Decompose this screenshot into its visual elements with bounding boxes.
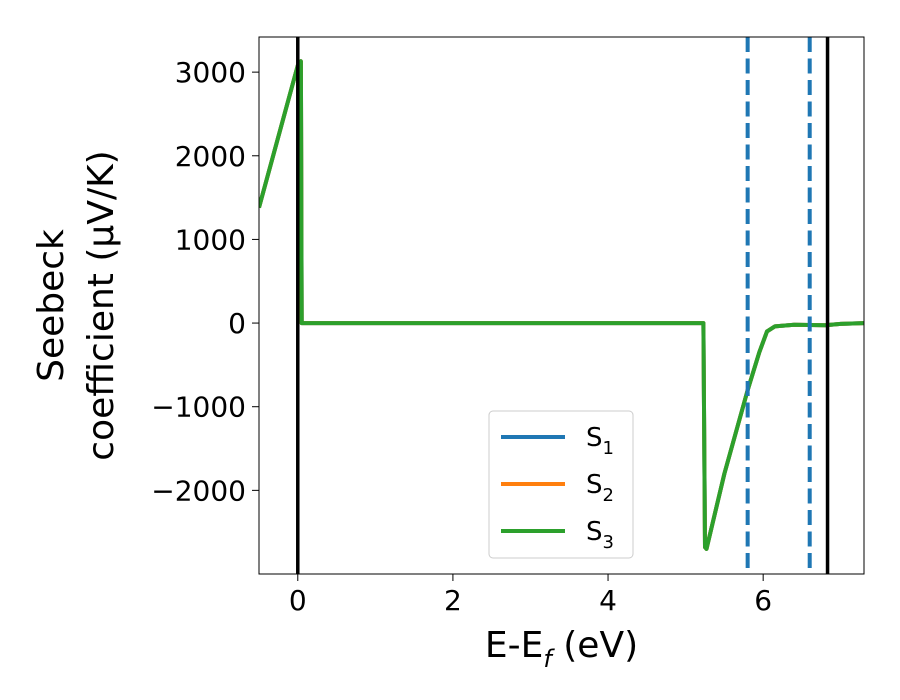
- x-tick-label: 4: [599, 584, 617, 617]
- x-tick-label: 6: [754, 584, 772, 617]
- x-axis-title-unit: (eV): [552, 625, 638, 666]
- y-tick-label: 2000: [175, 140, 246, 173]
- y-tick-label: −1000: [151, 391, 246, 424]
- legend-label-sub: 3: [603, 532, 614, 553]
- x-axis-title-main: E-E: [485, 625, 543, 666]
- legend-label-sub: 1: [603, 438, 614, 459]
- legend-label-main: S: [586, 517, 603, 547]
- series-line-3: [259, 59, 864, 551]
- legend-label-2: S2: [586, 470, 614, 506]
- legend-label-3: S3: [586, 517, 614, 553]
- y-axis-title-line2: coefficient (μV/K): [81, 150, 122, 460]
- y-tick-label: −2000: [151, 474, 246, 507]
- y-tick-label: 3000: [175, 56, 246, 89]
- plot-frame: [258, 36, 865, 575]
- y-axis-title-line1: Seebeck: [31, 229, 72, 382]
- legend-label-main: S: [586, 470, 603, 500]
- legend-label-sub: 2: [603, 485, 614, 506]
- y-tick-label: 0: [228, 307, 246, 340]
- x-tick-label: 2: [444, 584, 462, 617]
- axis-ticks: 0 2 4 6 −2000 −1000 0 1000 2000 3000: [151, 56, 772, 617]
- x-axis-title: E-Ef (eV): [485, 625, 638, 673]
- x-tick-label: 0: [289, 584, 307, 617]
- y-tick-label: 1000: [175, 223, 246, 256]
- vertical-lines: [296, 37, 830, 574]
- plot-area: [259, 59, 864, 551]
- legend-label-main: S: [586, 423, 603, 453]
- legend-label-1: S1: [586, 423, 614, 459]
- y-axis-title: Seebeck coefficient (μV/K): [31, 150, 122, 460]
